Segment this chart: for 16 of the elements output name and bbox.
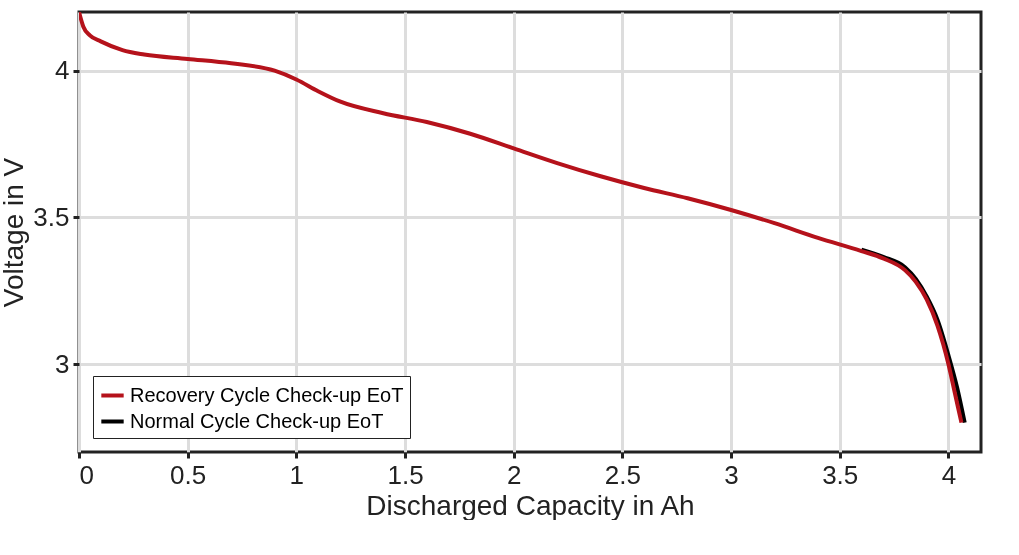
y-tick-label: 3.5 bbox=[33, 201, 70, 232]
y-tick-label: 4 bbox=[55, 55, 70, 86]
x-tick-label: 3 bbox=[724, 459, 739, 490]
x-tick-label: 4 bbox=[941, 459, 957, 490]
x-tick-label: 3.5 bbox=[822, 459, 859, 490]
x-axis-title: Discharged Capacity in Ah bbox=[366, 489, 695, 521]
x-tick-label: 0 bbox=[79, 459, 94, 490]
x-tick-label: 2 bbox=[506, 459, 522, 490]
legend-label: Recovery Cycle Check-up EoT bbox=[130, 383, 404, 406]
x-tick-label: 1.5 bbox=[387, 459, 424, 490]
legend-label: Normal Cycle Check-up EoT bbox=[130, 409, 384, 432]
x-tick-label: 1 bbox=[289, 459, 305, 490]
x-tick-label: 0.5 bbox=[170, 459, 207, 490]
y-axis-title: Voltage in V bbox=[0, 157, 30, 308]
y-tick-label: 3 bbox=[55, 348, 70, 379]
x-tick-label: 2.5 bbox=[604, 459, 641, 490]
